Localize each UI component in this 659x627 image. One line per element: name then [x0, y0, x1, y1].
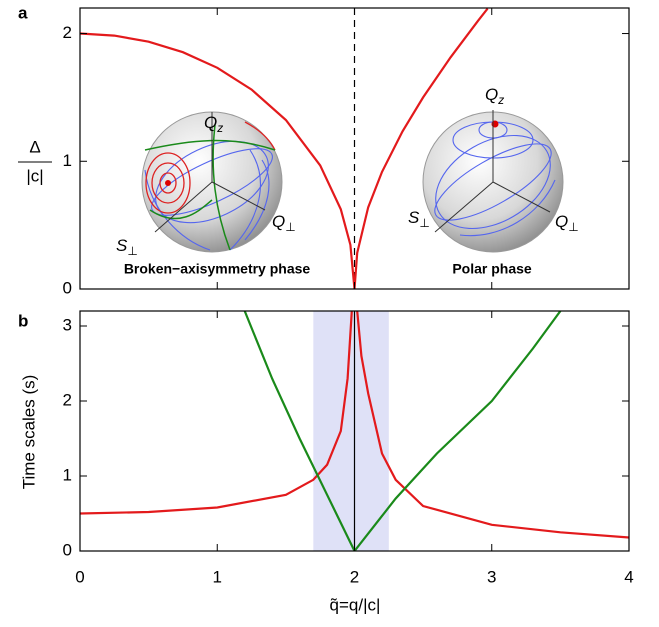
panel-label: b — [18, 311, 28, 330]
axis-label: Qz — [485, 85, 504, 107]
axis-label: S⊥ — [408, 208, 430, 230]
data-line — [80, 311, 353, 515]
y-axis-label: |c| — [26, 166, 43, 185]
y-tick-label: 1 — [63, 465, 72, 484]
label: S — [116, 236, 128, 255]
x-axis-label: q̃=q/|c| — [330, 595, 381, 614]
label: ⊥ — [285, 220, 295, 234]
data-line — [353, 8, 489, 289]
data-line — [243, 311, 356, 551]
data-line — [353, 311, 562, 551]
label: Q — [485, 85, 498, 104]
label: ⊥ — [127, 244, 137, 258]
axis-label: Q⊥ — [555, 212, 579, 234]
sphere-insets — [141, 110, 564, 253]
label: ⊥ — [419, 216, 429, 230]
x-tick-label: 1 — [213, 567, 222, 586]
x-tick-label: 3 — [487, 567, 496, 586]
label: z — [497, 93, 504, 107]
y-tick-label: 0 — [63, 540, 72, 559]
y-tick-label: 2 — [63, 23, 72, 42]
data-line — [356, 311, 629, 539]
axis-label: Qz — [204, 113, 223, 135]
axis-label: S⊥ — [116, 236, 138, 258]
panel-label: a — [18, 3, 28, 22]
x-tick-label: 0 — [75, 567, 84, 586]
y-axis-label: Time scales (s) — [19, 375, 38, 490]
axis-label: Q⊥ — [272, 212, 296, 234]
x-tick-label: 4 — [624, 567, 633, 586]
label: Q — [555, 212, 568, 231]
label: S — [408, 208, 420, 227]
phase-label: Polar phase — [452, 261, 532, 277]
label: ⊥ — [568, 220, 578, 234]
y-axis-label: Δ — [29, 137, 40, 156]
y-tick-label: 3 — [63, 315, 72, 334]
label: Q — [272, 212, 285, 231]
x-tick-label: 2 — [350, 567, 359, 586]
label: z — [216, 121, 223, 135]
phase-label: Broken−axisymmetry phase — [124, 261, 311, 277]
y-tick-label: 2 — [63, 390, 72, 409]
y-tick-label: 0 — [63, 278, 72, 297]
data-line — [80, 32, 356, 289]
y-tick-label: 1 — [63, 151, 72, 170]
label: Q — [204, 113, 217, 132]
